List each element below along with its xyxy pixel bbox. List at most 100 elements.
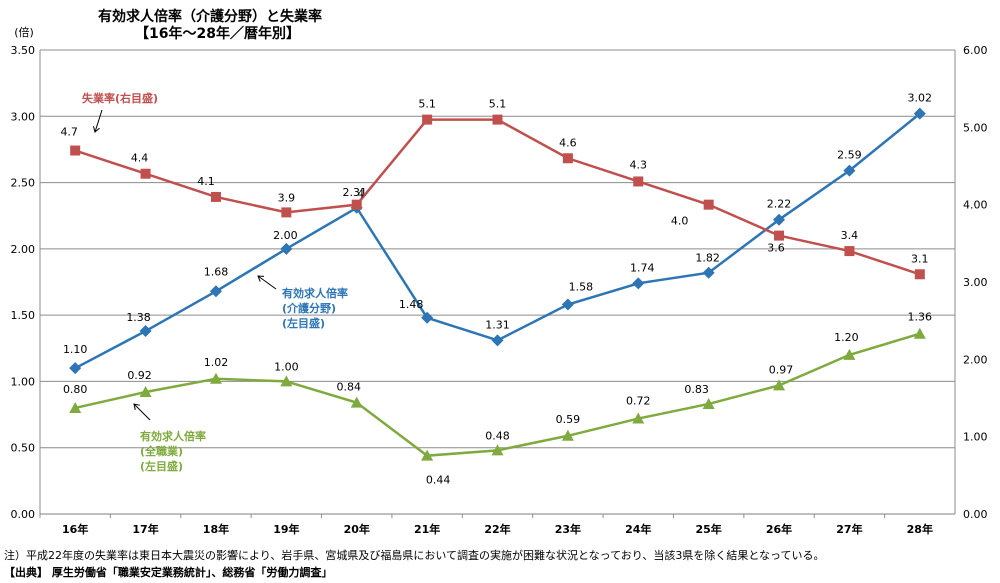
data-label: 3.9: [278, 191, 296, 204]
annotation-arrow: [94, 109, 103, 133]
x-tick-label: 20年: [344, 522, 370, 536]
y-axis-unit-label: (倍): [14, 25, 34, 39]
annotation-arrow: [133, 403, 151, 421]
data-point: [914, 269, 925, 280]
data-label: 0.97: [769, 363, 794, 376]
y-tick-label-left: 3.50: [11, 44, 36, 57]
y-tick-label-right: 0.00: [963, 508, 988, 521]
data-point: [280, 242, 293, 255]
data-point: [281, 207, 292, 218]
data-point: [913, 107, 926, 120]
data-label: 0.48: [485, 429, 510, 442]
x-tick-label: 24年: [625, 522, 651, 536]
annotation-arrowhead: [257, 275, 265, 282]
data-label: 0.80: [63, 383, 88, 396]
data-point: [702, 266, 715, 279]
y-tick-label-right: 1.00: [963, 431, 988, 444]
data-point: [632, 412, 645, 424]
data-label: 4.0: [671, 215, 689, 228]
data-label: 4.1: [197, 175, 215, 188]
data-point: [561, 298, 574, 311]
data-label: 3.4: [841, 229, 859, 242]
y-tick-label-right: 4.00: [963, 199, 988, 212]
data-point: [774, 230, 785, 241]
data-point: [350, 396, 363, 408]
data-label: 3.02: [908, 92, 933, 105]
data-point: [633, 176, 644, 187]
y-tick-label-left: 3.00: [11, 110, 36, 123]
data-label: 3.1: [911, 252, 929, 265]
data-label: 1.36: [908, 311, 933, 324]
data-label: 2.31: [342, 186, 367, 199]
data-point: [280, 375, 293, 387]
x-tick-label: 22年: [484, 522, 510, 536]
x-tick-label: 18年: [203, 522, 229, 536]
data-point: [844, 246, 855, 257]
x-tick-label: 19年: [273, 522, 299, 536]
y-tick-label-left: 1.00: [11, 375, 36, 388]
y-tick-label-right: 5.00: [963, 121, 988, 134]
data-point: [139, 325, 152, 338]
y-tick-label-left: 2.00: [11, 243, 36, 256]
data-label: 0.44: [426, 474, 451, 487]
y-tick-label-right: 2.00: [963, 353, 988, 366]
x-tick-label: 27年: [836, 522, 862, 536]
data-point: [209, 372, 222, 384]
data-label: 4.4: [131, 152, 149, 165]
data-label: 0.83: [684, 383, 709, 396]
data-label: 1.82: [695, 252, 720, 265]
data-label: 1.48: [399, 298, 424, 311]
data-point: [351, 199, 362, 210]
data-label: 5.1: [418, 98, 436, 111]
source-note: 【出典】 厚生労働省「職業安定業務統計」、総務省「労働力調査」: [4, 566, 333, 579]
data-label: 1.68: [204, 265, 229, 278]
data-point: [491, 444, 504, 456]
data-label: 0.84: [336, 381, 361, 394]
data-label: 5.1: [489, 98, 507, 111]
chart-title: 有効求人倍率（介護分野）と失業率: [98, 9, 322, 25]
annotation-label: (左目盛): [282, 316, 325, 330]
annotation-label: (全職業): [140, 444, 183, 458]
y-tick-label-right: 6.00: [963, 44, 988, 57]
data-point: [702, 397, 715, 409]
data-label: 1.31: [485, 318, 510, 331]
data-point: [632, 277, 645, 290]
chart-subtitle: 【16年～28年／暦年別】: [135, 26, 300, 42]
y-tick-label-left: 0.50: [11, 442, 36, 455]
data-point: [421, 449, 434, 461]
data-point: [70, 145, 81, 156]
x-tick-label: 25年: [695, 522, 721, 536]
data-label: 4: [357, 188, 364, 201]
data-label: 1.02: [204, 356, 229, 369]
x-tick-label: 17年: [132, 522, 158, 536]
data-point: [773, 379, 786, 391]
y-tick-label-right: 3.00: [963, 276, 988, 289]
annotation-label: (左目盛): [140, 459, 183, 473]
y-tick-label-left: 2.50: [11, 177, 36, 190]
x-tick-label: 23年: [555, 522, 581, 536]
x-tick-label: 28年: [907, 522, 933, 536]
data-point: [703, 199, 714, 210]
data-point: [843, 348, 856, 360]
data-point: [140, 168, 151, 179]
data-label: 1.10: [63, 343, 88, 356]
data-point: [69, 362, 82, 375]
annotation-label: 失業率(右目盛): [82, 91, 158, 105]
annotation-label: 有効求人倍率: [282, 286, 348, 300]
footnote: 注）平成22年度の失業率は東日本大震災の影響により、岩手県、宮城県及び福島県にお…: [4, 549, 825, 562]
data-label: 4.3: [630, 158, 648, 171]
data-label: 4.7: [60, 126, 78, 139]
data-label: 1.00: [274, 360, 299, 373]
data-label: 2.22: [767, 198, 792, 211]
data-label: 1.58: [569, 281, 594, 294]
data-label: 1.38: [126, 311, 151, 324]
data-point: [210, 191, 221, 202]
data-point: [561, 429, 574, 441]
data-label: 1.20: [834, 331, 859, 344]
data-label: 0.72: [626, 395, 651, 408]
annotation-arrow: [257, 275, 277, 290]
data-point: [421, 311, 434, 324]
y-tick-label-left: 0.00: [11, 508, 36, 521]
x-tick-label: 16年: [62, 522, 88, 536]
